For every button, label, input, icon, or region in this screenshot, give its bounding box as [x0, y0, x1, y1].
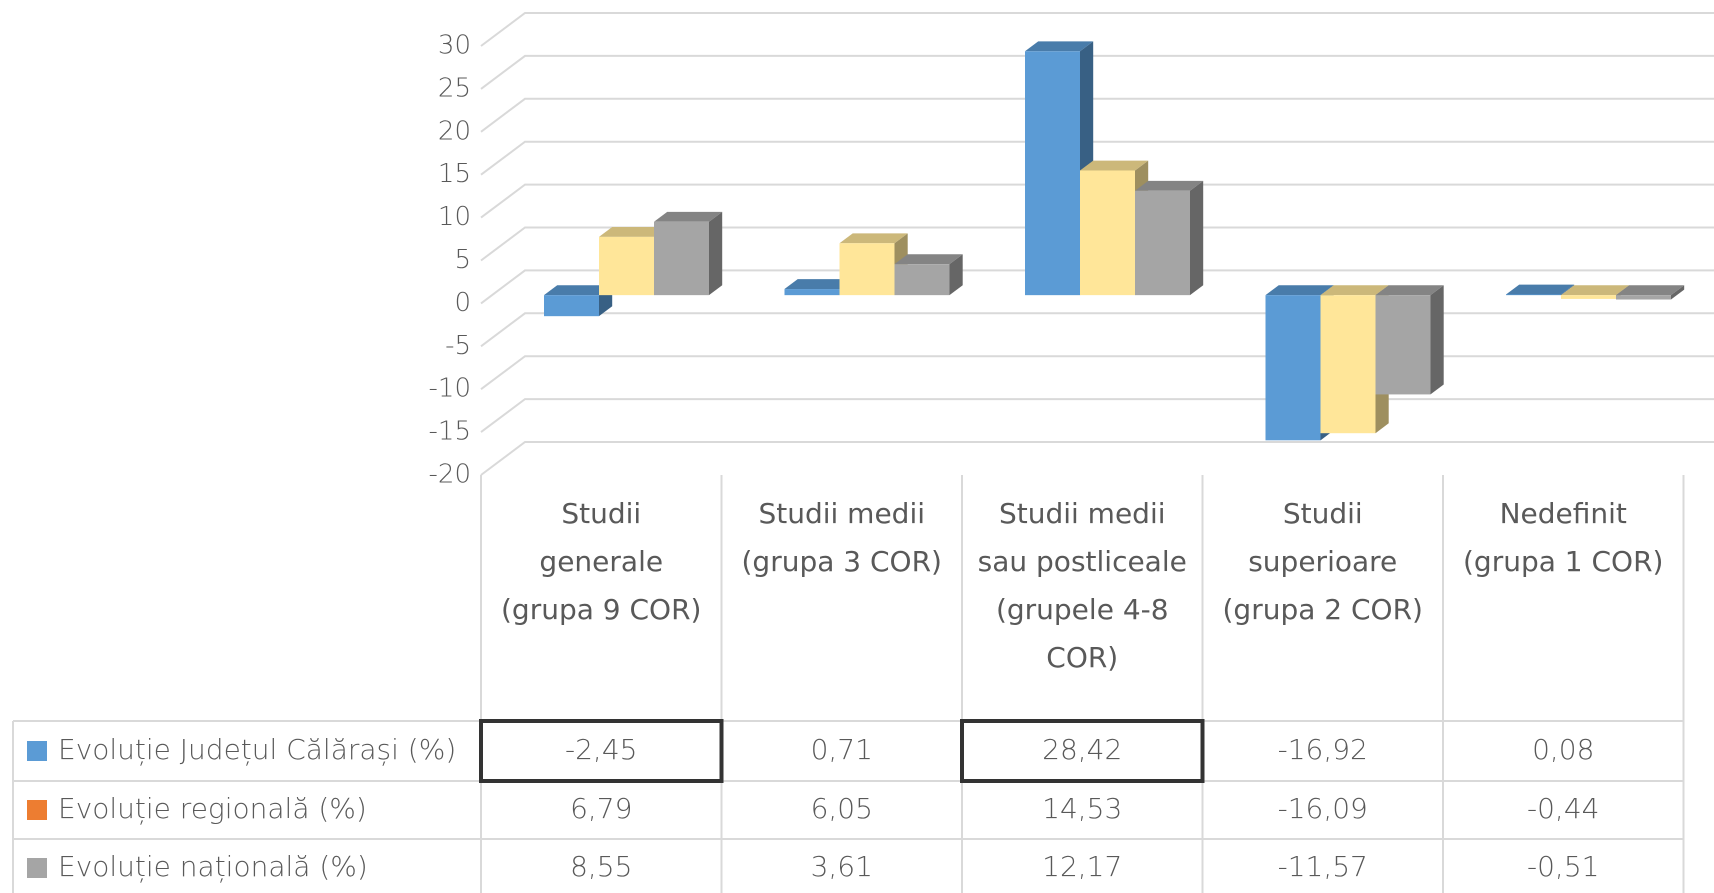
table-value: -11,57 — [1278, 850, 1368, 883]
y-tick-label: -20 — [429, 460, 471, 490]
grid-line — [480, 12, 1714, 47]
bar-top — [839, 233, 908, 244]
category-label: Nedefinit (grupa 1 COR) — [1463, 497, 1664, 578]
bar-top — [1025, 41, 1094, 52]
bar — [784, 289, 840, 296]
grid-line — [480, 54, 1714, 90]
bar — [1265, 295, 1321, 441]
bar-top — [1616, 285, 1685, 296]
table-value: 14,53 — [1042, 792, 1122, 825]
y-tick-label: 25 — [438, 73, 471, 103]
bar — [1561, 295, 1616, 299]
bar-top — [1135, 180, 1204, 191]
category-label: Studii generale (grupa 9 COR) — [501, 497, 702, 626]
bar-top — [1265, 285, 1334, 296]
bar — [1025, 51, 1080, 296]
table-value: -0,44 — [1527, 792, 1599, 825]
bar — [1135, 190, 1190, 296]
table-value: 12,17 — [1042, 850, 1122, 883]
bar — [839, 243, 895, 296]
table-value: 28,42 — [1042, 733, 1122, 766]
bar-top — [1080, 160, 1149, 171]
table-value: -2,45 — [565, 733, 637, 766]
bar-top — [1506, 284, 1575, 295]
grid-line — [480, 312, 1714, 348]
bar-side — [949, 254, 963, 296]
table-value: 3,61 — [811, 850, 873, 883]
bar-top — [599, 226, 668, 237]
grid-line — [480, 398, 1714, 433]
legend-swatch — [27, 800, 47, 820]
grid-line — [480, 355, 1714, 391]
grid-line — [480, 269, 1714, 305]
legend-label: Evoluție regională (%) — [58, 792, 367, 825]
legend-swatch — [27, 741, 47, 761]
bar — [1375, 295, 1431, 395]
table-value: 8,55 — [570, 850, 632, 883]
table-value: -16,09 — [1278, 792, 1368, 825]
table-value: -16,92 — [1278, 733, 1368, 766]
bar-side — [1561, 284, 1575, 296]
cell-highlight — [960, 719, 1205, 783]
category-label: Studii medii sau postliceale (grupele 4-… — [977, 497, 1187, 674]
y-tick-label: 15 — [438, 159, 471, 189]
grid-line — [480, 183, 1714, 219]
bar-top — [1320, 285, 1389, 296]
bar-side — [1190, 180, 1204, 296]
bar — [1320, 295, 1376, 434]
bar — [1080, 170, 1135, 296]
legend-label: Evoluție națională (%) — [58, 850, 368, 883]
category-label: Studii medii (grupa 3 COR) — [741, 497, 942, 578]
legend-label: Evoluție Județul Călărași (%) — [58, 733, 456, 766]
bar — [894, 264, 950, 296]
bar-side — [1430, 285, 1444, 395]
bar — [599, 236, 654, 296]
bar — [544, 295, 599, 317]
bar-top — [654, 211, 723, 222]
bar-side — [1671, 285, 1685, 300]
bar-top — [784, 279, 853, 290]
bar-top — [1561, 285, 1630, 296]
grid-line — [480, 226, 1714, 262]
grid-line — [480, 97, 1714, 133]
grid-line — [480, 140, 1714, 176]
bar-top — [1375, 285, 1444, 296]
y-tick-label: 0 — [454, 288, 471, 318]
y-tick-label: 5 — [454, 245, 471, 275]
category-label: Studii superioare (grupa 2 COR) — [1222, 497, 1423, 626]
bar — [1616, 295, 1671, 300]
table-value: -0,51 — [1527, 850, 1599, 883]
bar — [654, 221, 709, 296]
bar-top — [894, 254, 963, 265]
bar-side — [709, 211, 723, 296]
y-tick-label: -10 — [429, 374, 471, 404]
legend-swatch — [27, 858, 47, 878]
table-value: 6,05 — [811, 792, 873, 825]
bar — [1506, 294, 1561, 296]
y-tick-label: -5 — [445, 331, 471, 361]
table-value: 6,79 — [570, 792, 632, 825]
table-value: 0,08 — [1532, 733, 1594, 766]
cell-highlight — [479, 719, 724, 783]
y-tick-label: 10 — [438, 202, 471, 232]
y-tick-label: 30 — [438, 31, 471, 61]
y-tick-label: -15 — [429, 417, 471, 447]
bar-top — [544, 285, 613, 296]
table-value: 0,71 — [811, 733, 873, 766]
y-tick-label: 20 — [438, 116, 471, 146]
grid-line — [480, 441, 1714, 476]
